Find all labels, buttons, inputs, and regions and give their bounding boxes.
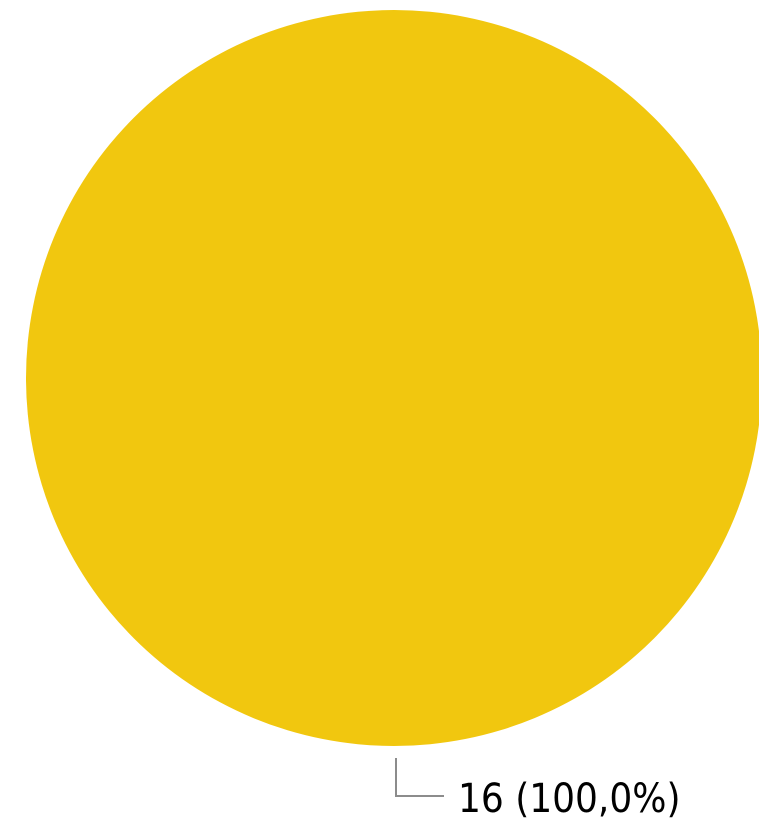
pie-slice (26, 10, 759, 746)
slice-data-label: 16 (100,0%) (458, 776, 680, 822)
slice-leader-line (396, 758, 444, 796)
labels-layer: 16 (100,0%) (396, 758, 680, 822)
slices-layer (26, 10, 759, 746)
